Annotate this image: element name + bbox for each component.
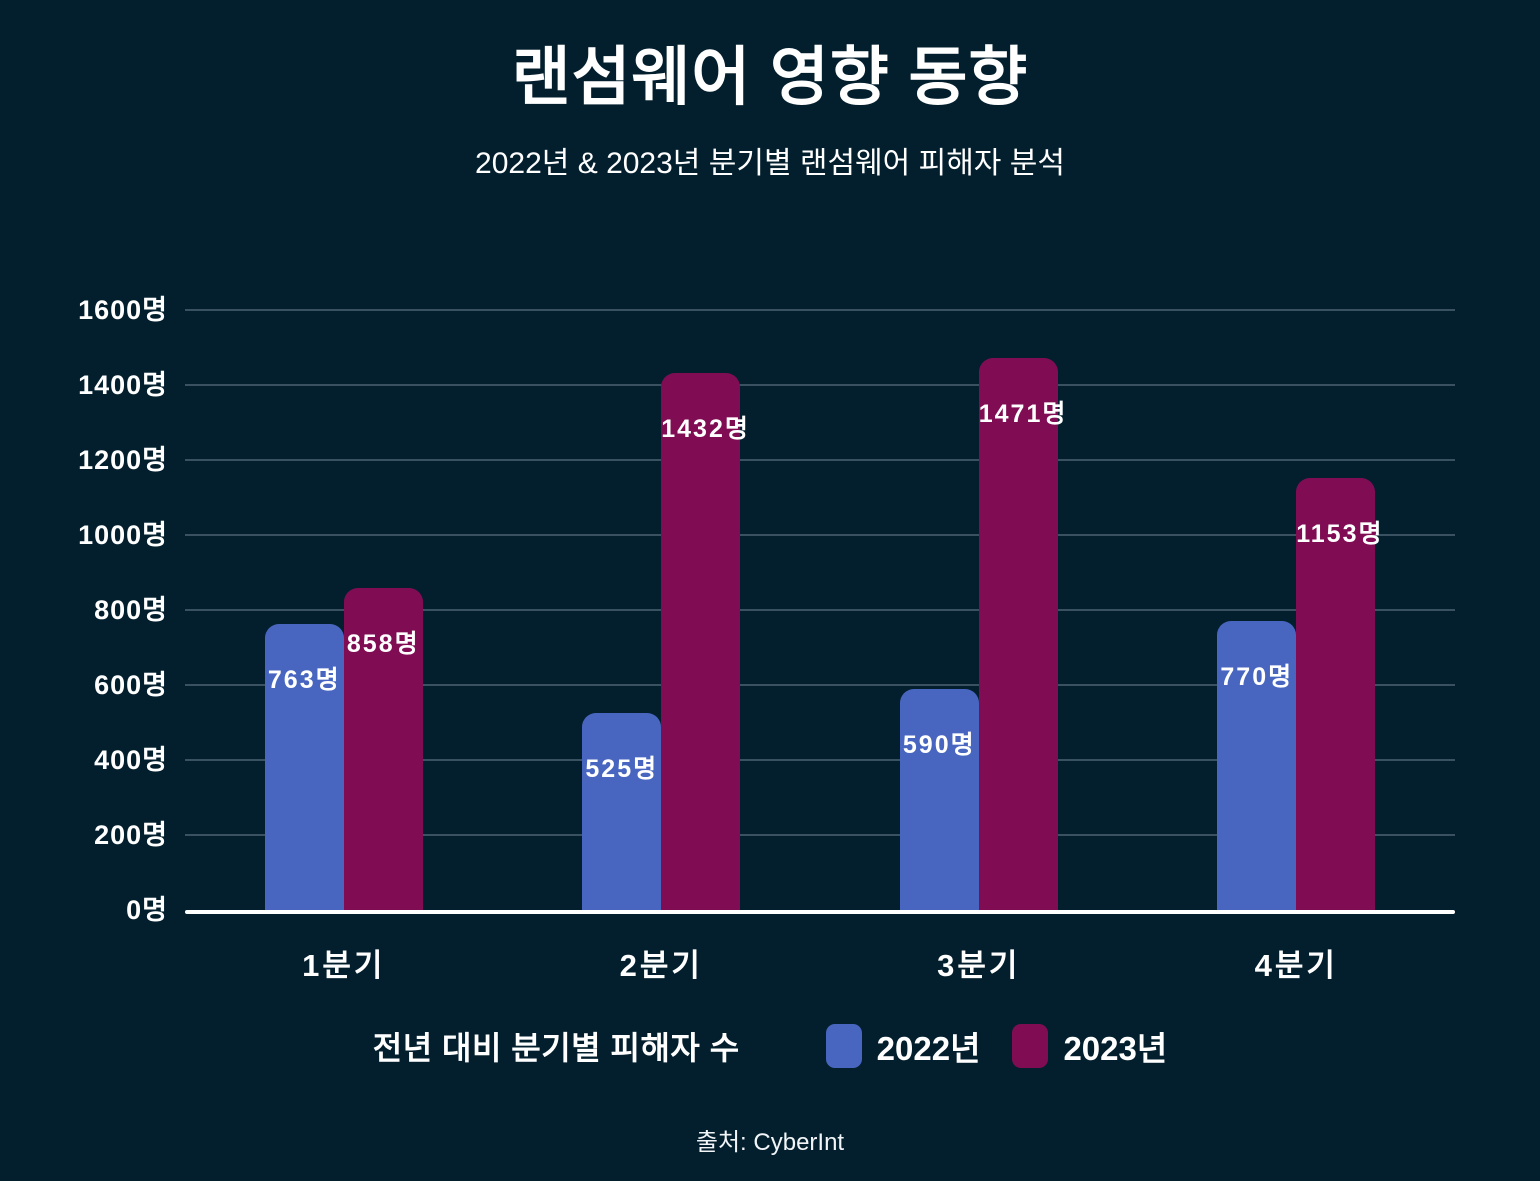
legend-item-label: 2022년 xyxy=(876,1030,981,1067)
bar-value-label: 590명 xyxy=(902,730,976,759)
y-axis-tick-200: 200명 xyxy=(94,820,168,850)
gridline-1600 xyxy=(185,309,1455,311)
chart-subtitle: 2022년 & 2023년 분기별 랜섬웨어 피해자 분석 xyxy=(475,147,1065,180)
x-axis-labels: 1분기 2분기 3분기 4분기 xyxy=(185,940,1455,984)
bar-2022년-3분기: 590명 xyxy=(899,688,979,910)
y-axis-tick-800: 800명 xyxy=(94,595,168,625)
bar-2023년-4분기: 1153명 xyxy=(1296,477,1384,910)
bar-2023년-3분기: 1471명 xyxy=(978,358,1068,910)
y-axis-tick-1400: 1400명 xyxy=(78,370,168,400)
x-axis-label-2분기: 2분기 xyxy=(619,948,703,983)
legend-item-2023년: 2023년 xyxy=(1012,1022,1167,1070)
bar-value-label: 858명 xyxy=(346,630,420,659)
x-axis-label-3분기: 3분기 xyxy=(937,948,1021,983)
x-axis-label-4분기: 4분기 xyxy=(1254,948,1338,983)
x-axis-line xyxy=(185,910,1455,914)
y-axis-labels: 0명 200명 400명 600명 800명 1000명 1200명 1400명 1600명 xyxy=(0,295,168,925)
bar-value-label: 525명 xyxy=(585,755,659,784)
y-axis-tick-600: 600명 xyxy=(94,670,168,700)
bar-2023년-1분기: 858명 xyxy=(343,588,423,910)
bar-2023년-2분기: 1432명 xyxy=(661,373,750,910)
bar-2022년-4분기: 770명 xyxy=(1217,621,1297,910)
gridline-200 xyxy=(185,834,1455,836)
y-axis-tick-400: 400명 xyxy=(94,745,168,775)
source-note: 출처: CyberInt xyxy=(695,1129,845,1156)
plot-area: 763명 858명 525명 1432명 590명 1471명 770명 1153명 xyxy=(185,309,1455,914)
bar-value-label: 1432명 xyxy=(661,415,750,443)
legend-title: 전년 대비 분기별 피해자 수 xyxy=(372,1030,740,1066)
gridline-800 xyxy=(185,609,1455,611)
bar-2022년-2분기: 525명 xyxy=(582,713,662,910)
y-axis-tick-1000: 1000명 xyxy=(78,520,168,550)
bar-value-label: 770명 xyxy=(1220,663,1294,692)
bar-value-label: 763명 xyxy=(267,665,341,694)
gridline-400 xyxy=(185,759,1455,761)
page-title: 랜섬웨어 영향 동향 xyxy=(511,41,1029,113)
bar-2022년-1분기: 763명 xyxy=(264,623,344,910)
legend-item-2022년: 2022년 xyxy=(825,1022,981,1070)
legend-item-label: 2023년 xyxy=(1063,1030,1168,1067)
gridline-1200 xyxy=(185,459,1455,461)
x-axis-label-1분기: 1분기 xyxy=(302,948,386,983)
gridline-1400 xyxy=(185,384,1455,386)
bar-value-label: 1153명 xyxy=(1296,519,1384,548)
legend: 전년 대비 분기별 피해자 수 2022년 2023년 xyxy=(0,1022,1540,1070)
y-axis-tick-1200: 1200명 xyxy=(78,445,168,475)
legend-swatch-2023년 xyxy=(1012,1024,1049,1068)
y-axis-tick-1600: 1600명 xyxy=(78,295,168,325)
gridline-1000 xyxy=(185,534,1455,536)
legend-swatch-2022년 xyxy=(825,1024,862,1068)
gridline-600 xyxy=(185,684,1455,686)
y-axis-tick-0: 0명 xyxy=(126,895,168,925)
bar-value-label: 1471명 xyxy=(978,400,1068,429)
